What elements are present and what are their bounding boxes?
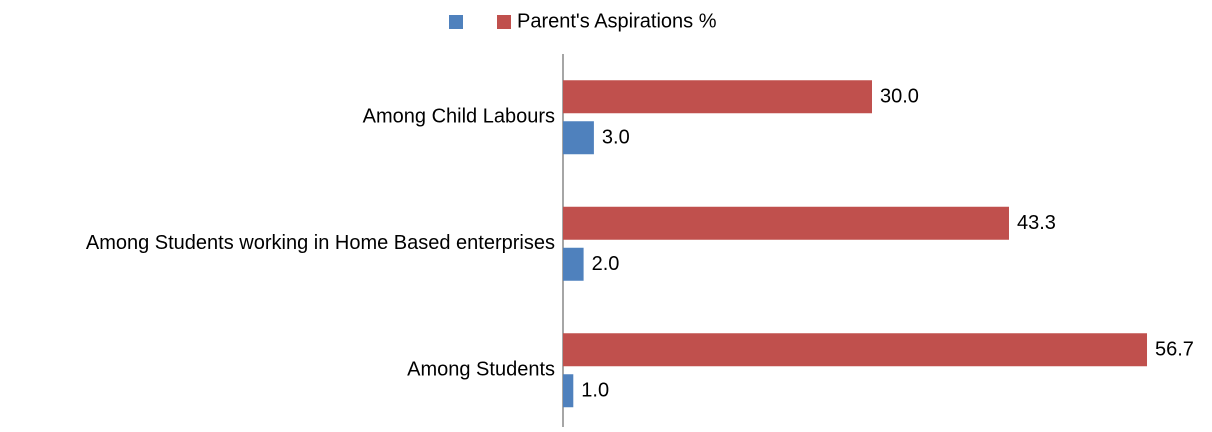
bar — [563, 374, 574, 408]
bar — [563, 333, 1148, 367]
y-tick-label: Among Child Labours — [363, 106, 555, 128]
bar — [563, 80, 872, 114]
legend-swatch — [449, 15, 463, 29]
value-label: 2.0 — [592, 253, 620, 275]
bar — [563, 247, 584, 281]
value-label: 30.0 — [880, 86, 919, 108]
value-label: 56.7 — [1155, 339, 1194, 361]
y-tick-label: Among Students — [407, 359, 555, 381]
legend-swatch — [497, 15, 511, 29]
value-label: 43.3 — [1017, 212, 1056, 234]
bar — [563, 206, 1009, 240]
y-tick-label: Among Students working in Home Based ent… — [86, 232, 555, 254]
value-label: 3.0 — [602, 127, 630, 149]
legend-label: Parent's Aspirations % — [517, 10, 717, 32]
value-label: 1.0 — [581, 380, 609, 402]
bar — [563, 121, 594, 155]
